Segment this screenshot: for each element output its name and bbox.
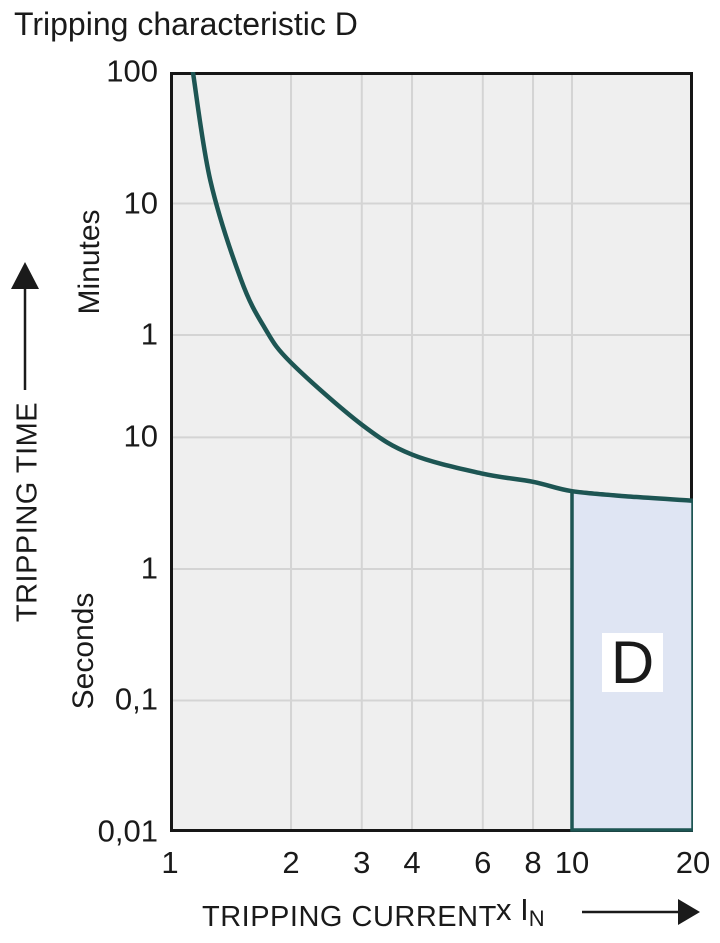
y-tick-label: 10 bbox=[123, 184, 158, 220]
plot-border bbox=[170, 72, 693, 832]
right-arrow-icon bbox=[582, 899, 700, 925]
y-tick-label: 10 bbox=[123, 418, 158, 454]
x-tick-label: 20 bbox=[675, 845, 711, 880]
x-tick-label: 10 bbox=[554, 845, 590, 880]
region-label-box: D bbox=[602, 628, 663, 696]
x-in-subscript: N bbox=[528, 906, 545, 931]
x-tick-label: 8 bbox=[524, 845, 542, 880]
x-tick-label: 6 bbox=[474, 845, 492, 880]
y-tick-label: 100 bbox=[106, 53, 158, 89]
x-in-multiplier-label: x IN bbox=[496, 892, 545, 931]
x-axis-title: TRIPPING CURRENT bbox=[202, 901, 497, 933]
y-unit-seconds-label: Seconds bbox=[67, 592, 100, 710]
y-tick-label: 0,1 bbox=[114, 681, 158, 717]
y-tick-label: 1 bbox=[140, 550, 158, 586]
x-tick-label: 4 bbox=[403, 845, 421, 880]
tripping-curve bbox=[190, 72, 693, 503]
y-tick-label: 0,01 bbox=[97, 813, 158, 849]
x-tick-label: 2 bbox=[282, 845, 300, 880]
x-tick-label: 1 bbox=[161, 845, 179, 880]
y-unit-minutes-label: Minutes bbox=[73, 209, 106, 315]
y-tick-label: 1 bbox=[140, 316, 158, 352]
x-tick-label: 3 bbox=[353, 845, 371, 880]
up-arrow-icon bbox=[11, 262, 39, 390]
tripping-curve-plot bbox=[170, 72, 693, 832]
region-label: D bbox=[610, 628, 655, 696]
y-axis-title: TRIPPING TIME bbox=[11, 401, 44, 623]
page-title: Tripping characteristic D bbox=[14, 6, 358, 42]
x-in-text: x I bbox=[496, 892, 529, 927]
